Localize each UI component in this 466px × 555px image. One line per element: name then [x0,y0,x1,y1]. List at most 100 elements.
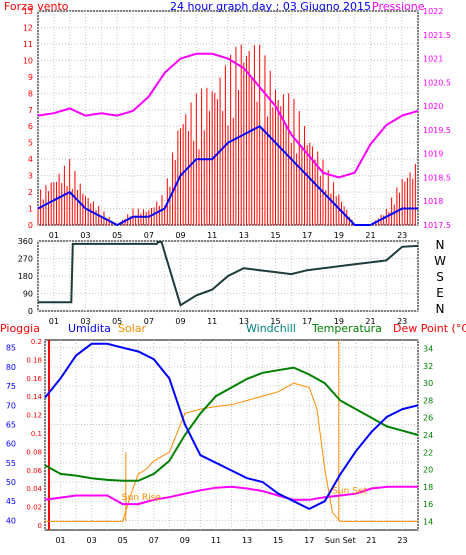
mid-x-tick-label: 17 [302,317,312,326]
bottom-x-tick-label: 15 [273,536,283,545]
bottom-x-tick-label: 23 [397,536,407,545]
mid-x-tick-label: 09 [175,317,185,326]
bottom-x-tick-label: 11 [211,536,221,545]
solar-line [45,382,418,522]
compass-label: E [436,286,444,300]
top-x-tick-label: 05 [112,231,122,240]
direction-y-ticks: 360 270 180 90 0 [18,237,33,316]
direction-y-tick-label: 0 [28,307,33,316]
mid-x-tick-label: 05 [112,317,122,326]
temperature-y-tick-label: 22 [423,448,433,457]
legend-label: Temperatura [311,322,382,335]
chart-title: 24 hour graph day : 03 Giugno 2015 [170,0,371,13]
temperature-y-tick-label: 30 [423,379,433,388]
rain-y-tick-label: 0 [38,522,42,530]
mid-x-tick-label: 11 [207,317,217,326]
top-x-tick-label: 15 [270,231,280,240]
pressure-y-tick-label: 1018 [423,197,443,206]
rain-y-tick-label: 0.02 [26,504,42,512]
bottom-legend: Pioggia Umidita Solar Windchill Temperatura D… [0,322,466,335]
pressure-y-tick-label: 1019.5 [423,126,451,135]
rain-y-tick-label: 0.12 [26,412,42,420]
temperature-y-tick-label: 24 [423,431,433,440]
direction-y-tick-label: 90 [23,290,33,299]
pressure-y-tick-label: 1021 [423,55,443,64]
wind-y-tick-label: 2 [28,188,33,197]
rain-y-tick-label: 0.18 [26,356,42,364]
mid-x-tick-label: 13 [239,317,249,326]
humidity-temperature-plot-area [44,339,419,531]
top-x-tick-label: 21 [365,231,375,240]
wind-y-tick-label: 5 [28,139,33,148]
rain-y-tick-label: 0.16 [26,375,42,383]
top-x-tick-label: 01 [49,231,59,240]
wind-y-tick-label: 6 [28,122,33,131]
rain-y-tick-label: 0.14 [26,393,42,401]
legend-label: Pioggia [0,322,40,335]
mid-x-ticks: 01 03 05 07 09 11 13 15 17 19 21 23 [49,317,408,326]
humidity-y-tick-label: 55 [6,459,16,468]
pressure-y-tick-label: 1020 [423,102,443,111]
compass-label: N [436,238,445,252]
direction-y-tick-label: 360 [18,237,33,246]
wind-y-tick-label: 10 [23,56,33,65]
bottom-x-tick-label: 05 [118,536,128,545]
sunrise-label: Sun Rise [122,493,161,503]
humidity-y-tick-label: 65 [6,420,16,429]
wind-axis-label: Forza vento [4,0,69,13]
pressure-y-tick-label: 1022 [423,7,443,16]
mid-x-tick-label: 01 [49,317,59,326]
top-x-tick-label: 19 [334,231,344,240]
pressure-y-tick-label: 1020.5 [423,78,451,87]
compass-label: S [436,270,444,284]
temperature-y-tick-label: 28 [423,396,433,405]
humidity-y-tick-label: 75 [6,382,16,391]
temperature-y-tick-label: 16 [423,500,433,509]
compass-label: W [434,254,446,268]
rain-y-tick-label: 0.08 [26,448,42,456]
pressure-y-ticks: 1022 1021.5 1021 1020.5 1020 1019.5 1019 1018.5… [423,7,451,230]
bottom-x-tick-label: 01 [55,536,65,545]
wind-y-tick-label: 7 [28,106,33,115]
top-x-tick-label: 17 [302,231,312,240]
top-x-tick-label: 11 [207,231,217,240]
temperature-line [44,366,419,482]
bottom-x-tick-label: 07 [149,536,159,545]
temperature-y-tick-label: 26 [423,414,433,423]
wind-y-tick-label: 11 [23,40,33,49]
mid-x-tick-label: 23 [397,317,407,326]
bottom-x-tick-label: Sun Set [325,536,356,545]
wind-pressure-chart: Forza vento 24 hour graph day : 03 Giugn… [4,0,451,240]
mid-x-tick-label: 03 [80,317,90,326]
bottom-x-ticks: 01 03 05 07 09 11 13 15 17 Sun Set 21 23 [55,536,407,545]
humidity-y-tick-label: 70 [6,401,16,410]
wind-y-tick-label: 4 [28,155,33,164]
mid-x-tick-label: 07 [144,317,154,326]
top-x-ticks: 01 03 05 07 09 11 13 15 17 19 21 23 [49,231,408,240]
wind-y-tick-label: 0 [28,221,33,230]
temperature-y-tick-label: 18 [423,483,433,492]
top-x-tick-label: 07 [144,231,154,240]
direction-y-tick-label: 180 [18,272,33,281]
wind-direction-line [38,241,419,307]
temperature-y-ticks: 34 32 30 28 26 24 22 20 18 16 14 [423,345,433,527]
rain-y-tick-label: 0.04 [26,485,42,493]
top-x-tick-label: 09 [175,231,185,240]
pressure-y-tick-label: 1021.5 [423,31,451,40]
bottom-x-tick-label: 03 [87,536,97,545]
sunset-label: Sun Set [332,487,367,497]
humidity-y-tick-label: 85 [6,344,16,353]
rain-y-tick-label: 0.1 [31,430,42,438]
bottom-x-tick-label: 17 [304,536,314,545]
legend-label: Solar [118,322,147,335]
mid-x-tick-label: 21 [365,317,375,326]
wind-y-tick-label: 1 [28,205,33,214]
temperature-y-tick-label: 14 [423,517,433,526]
pressure-axis-label: Pressione [372,0,425,13]
legend-label: Dew Point (°C) [393,322,466,335]
temperature-y-tick-label: 34 [423,345,433,354]
